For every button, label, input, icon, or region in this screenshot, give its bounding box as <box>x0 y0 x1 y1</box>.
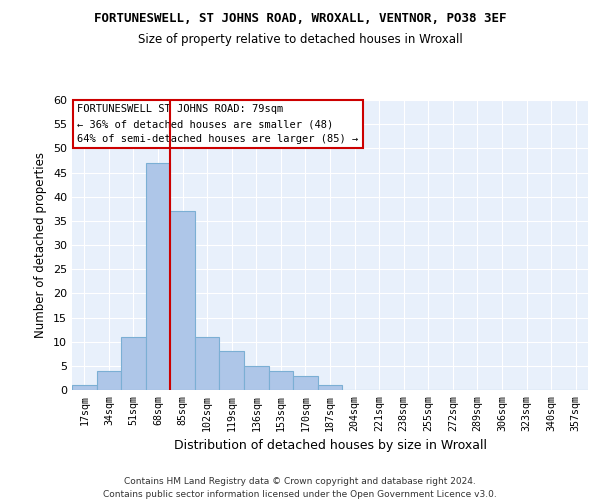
Bar <box>170 211 195 390</box>
Text: Contains public sector information licensed under the Open Government Licence v3: Contains public sector information licen… <box>103 490 497 499</box>
Bar <box>244 366 269 390</box>
Bar <box>146 163 170 390</box>
Bar <box>269 370 293 390</box>
Text: Contains HM Land Registry data © Crown copyright and database right 2024.: Contains HM Land Registry data © Crown c… <box>124 478 476 486</box>
X-axis label: Distribution of detached houses by size in Wroxall: Distribution of detached houses by size … <box>173 439 487 452</box>
Text: FORTUNESWELL ST JOHNS ROAD: 79sqm
← 36% of detached houses are smaller (48)
64% : FORTUNESWELL ST JOHNS ROAD: 79sqm ← 36% … <box>77 104 358 144</box>
Y-axis label: Number of detached properties: Number of detached properties <box>34 152 47 338</box>
Bar <box>220 352 244 390</box>
Text: FORTUNESWELL, ST JOHNS ROAD, WROXALL, VENTNOR, PO38 3EF: FORTUNESWELL, ST JOHNS ROAD, WROXALL, VE… <box>94 12 506 26</box>
Bar <box>293 376 318 390</box>
Bar <box>121 337 146 390</box>
Bar <box>97 370 121 390</box>
Bar <box>72 385 97 390</box>
Bar <box>195 337 220 390</box>
Bar <box>318 385 342 390</box>
Text: Size of property relative to detached houses in Wroxall: Size of property relative to detached ho… <box>137 32 463 46</box>
